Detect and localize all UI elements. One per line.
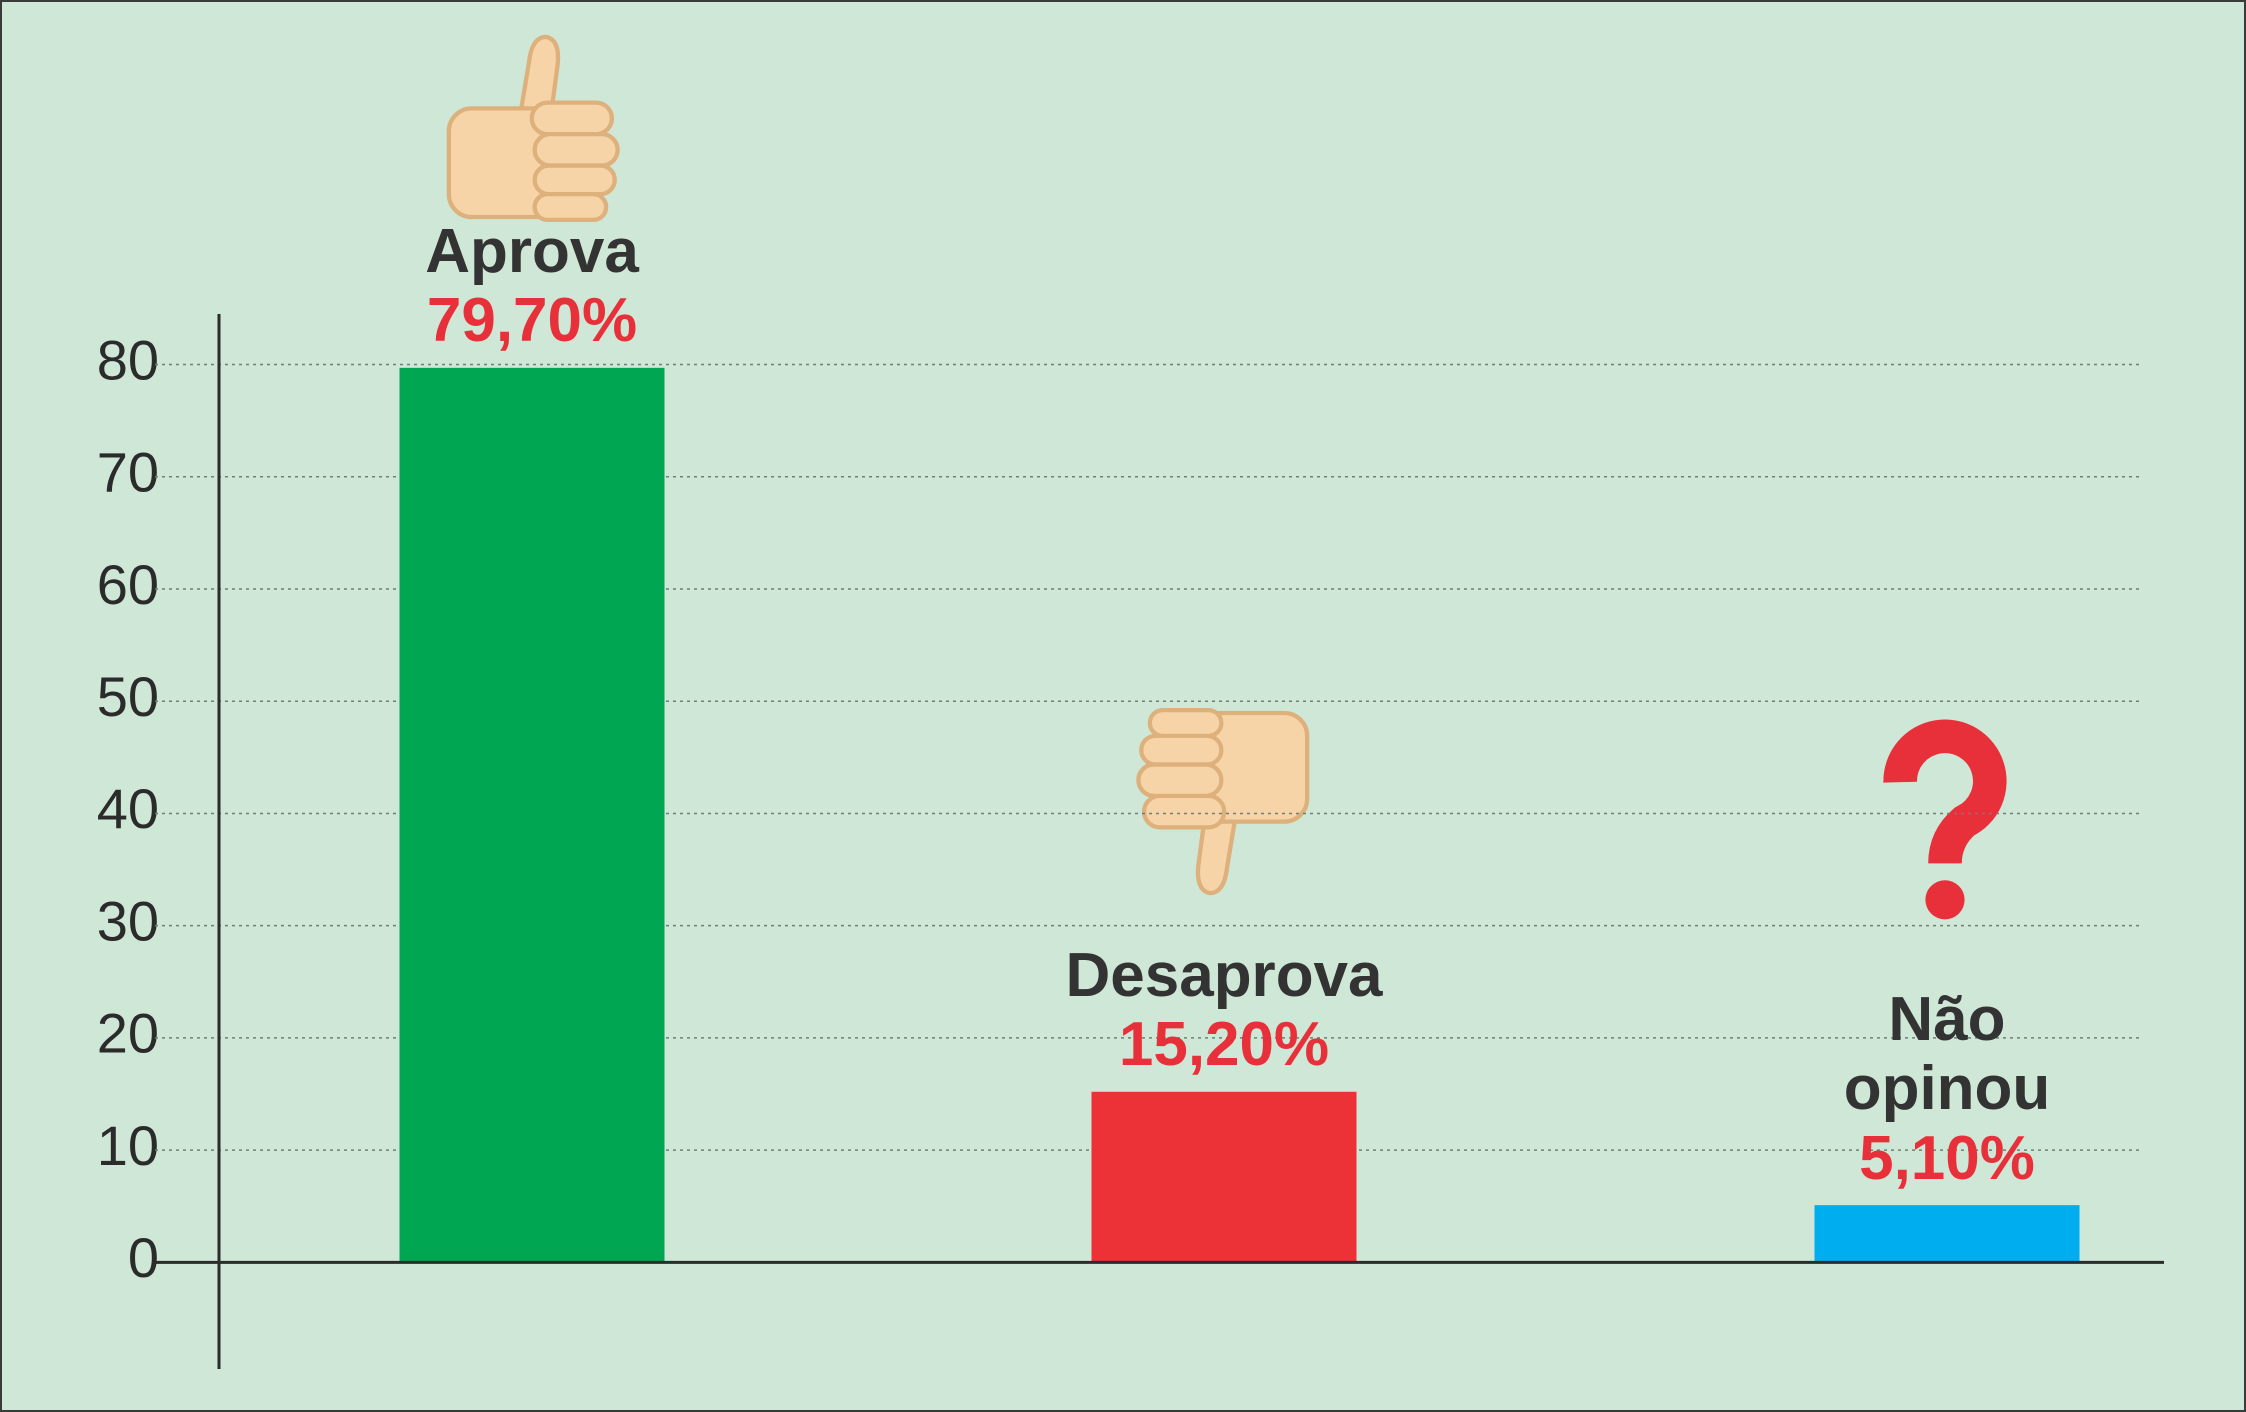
thumbs-up-icon (446, 34, 620, 223)
y-tick-label: 30 (97, 889, 159, 952)
y-tick-label: 70 (97, 441, 159, 504)
y-tick-label: 80 (97, 328, 159, 391)
bar-label-block: Aprova 79,70% (425, 217, 639, 356)
value-label: 15,20% (1118, 1010, 1330, 1080)
y-tick-label: 40 (97, 777, 159, 840)
bar-label-block: Desaprova 15,20% (1065, 941, 1382, 1080)
category-label: Desaprova (1065, 940, 1383, 1010)
bar (1814, 1205, 2080, 1263)
y-tick-label: 10 (97, 1114, 159, 1177)
bar-label-block: Não opinou 5,10% (1844, 985, 2051, 1193)
y-tick-label: 50 (97, 665, 159, 728)
category-label: Aprova (425, 217, 639, 286)
bar (1091, 1091, 1357, 1263)
question-icon (1883, 719, 2007, 920)
thumbs-down-icon (1136, 707, 1310, 896)
bar (399, 367, 665, 1263)
y-tick-label: 60 (97, 553, 159, 616)
category-label: Não opinou (1843, 984, 2051, 1124)
y-tick-label: 0 (128, 1226, 159, 1289)
y-tick-label: 20 (97, 1002, 159, 1065)
value-label: 79,70% (426, 286, 638, 356)
value-label: 5,10% (1859, 1123, 2035, 1193)
